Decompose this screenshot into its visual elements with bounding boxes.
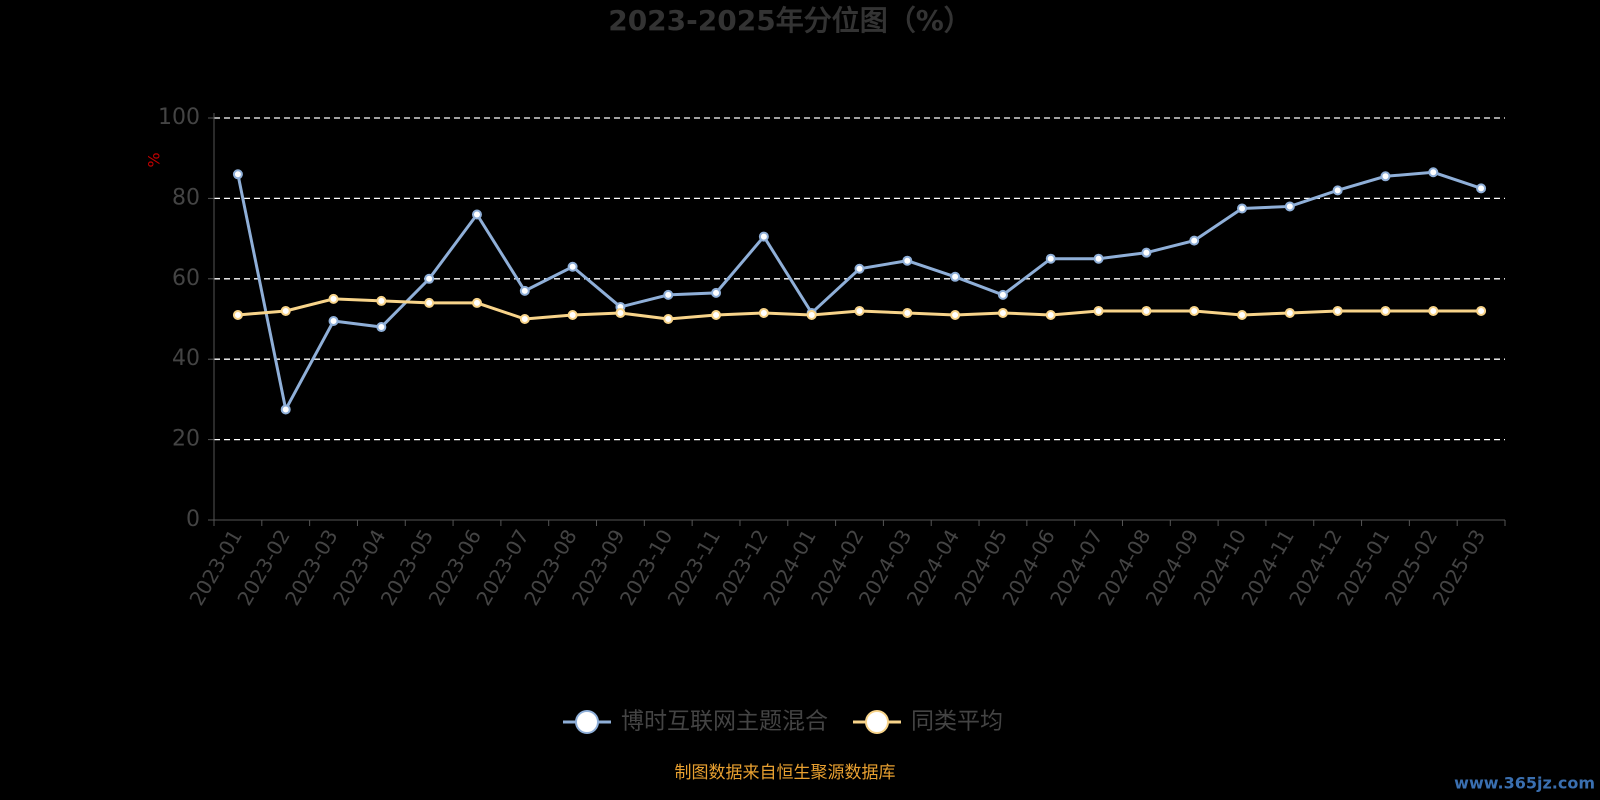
data-point xyxy=(376,322,387,333)
data-point xyxy=(567,261,578,272)
data-point xyxy=(424,297,435,308)
data-point xyxy=(902,307,913,318)
data-point xyxy=(902,255,913,266)
data-point xyxy=(663,314,674,324)
data-point xyxy=(1428,167,1439,178)
data-point xyxy=(1476,305,1487,316)
data-point xyxy=(424,273,435,284)
source-note: 制图数据来自恒生聚源数据库 xyxy=(675,763,896,783)
data-point xyxy=(1045,253,1056,264)
y-tick-label: 100 xyxy=(158,105,200,130)
data-point xyxy=(1380,305,1391,316)
data-point xyxy=(519,285,530,296)
data-point xyxy=(663,289,674,300)
data-point xyxy=(1237,203,1248,214)
data-point xyxy=(758,307,769,318)
data-point xyxy=(1428,305,1439,316)
data-point xyxy=(328,316,339,327)
data-point xyxy=(997,307,1008,318)
y-tick-label: 60 xyxy=(172,266,200,291)
data-point xyxy=(1237,309,1248,320)
data-point xyxy=(1141,247,1152,258)
legend-marker xyxy=(575,710,599,734)
data-point xyxy=(1332,185,1343,196)
data-point xyxy=(471,209,482,220)
data-point xyxy=(280,404,291,415)
data-point xyxy=(854,263,865,274)
data-point xyxy=(1141,305,1152,316)
data-point xyxy=(1476,183,1487,194)
data-point xyxy=(376,295,387,306)
data-point xyxy=(711,287,722,298)
chart-title: 2023-2025年分位图（%） xyxy=(608,4,972,37)
y-tick-label: 0 xyxy=(186,507,200,532)
data-point xyxy=(1332,305,1343,316)
data-point xyxy=(232,309,243,320)
data-point xyxy=(711,309,722,320)
data-point xyxy=(1189,305,1200,316)
y-tick-label: 20 xyxy=(172,427,200,452)
y-tick-label: 40 xyxy=(172,346,200,371)
y-tick-label: 80 xyxy=(172,185,200,210)
data-point xyxy=(997,289,1008,300)
legend-label[interactable]: 博时互联网主题混合 xyxy=(621,709,828,735)
data-point xyxy=(567,309,578,320)
data-point xyxy=(1189,235,1200,246)
data-point xyxy=(615,307,626,318)
watermark: www.365jz.com xyxy=(1454,774,1595,793)
data-point xyxy=(471,297,482,308)
data-point xyxy=(950,271,961,282)
data-point xyxy=(1284,201,1295,212)
data-point xyxy=(1045,309,1056,320)
data-point xyxy=(280,305,291,316)
legend-marker xyxy=(865,710,889,734)
data-point xyxy=(1093,305,1104,316)
data-point xyxy=(1093,253,1104,264)
data-point xyxy=(328,293,339,304)
y-axis-label: % xyxy=(145,152,164,167)
data-point xyxy=(758,231,769,242)
data-point xyxy=(519,314,530,324)
data-point xyxy=(1380,171,1391,182)
legend-label[interactable]: 同类平均 xyxy=(911,709,1003,735)
data-point xyxy=(854,305,865,316)
data-point xyxy=(1284,307,1295,318)
data-point xyxy=(806,309,817,320)
data-point xyxy=(950,309,961,320)
data-point xyxy=(232,169,243,180)
